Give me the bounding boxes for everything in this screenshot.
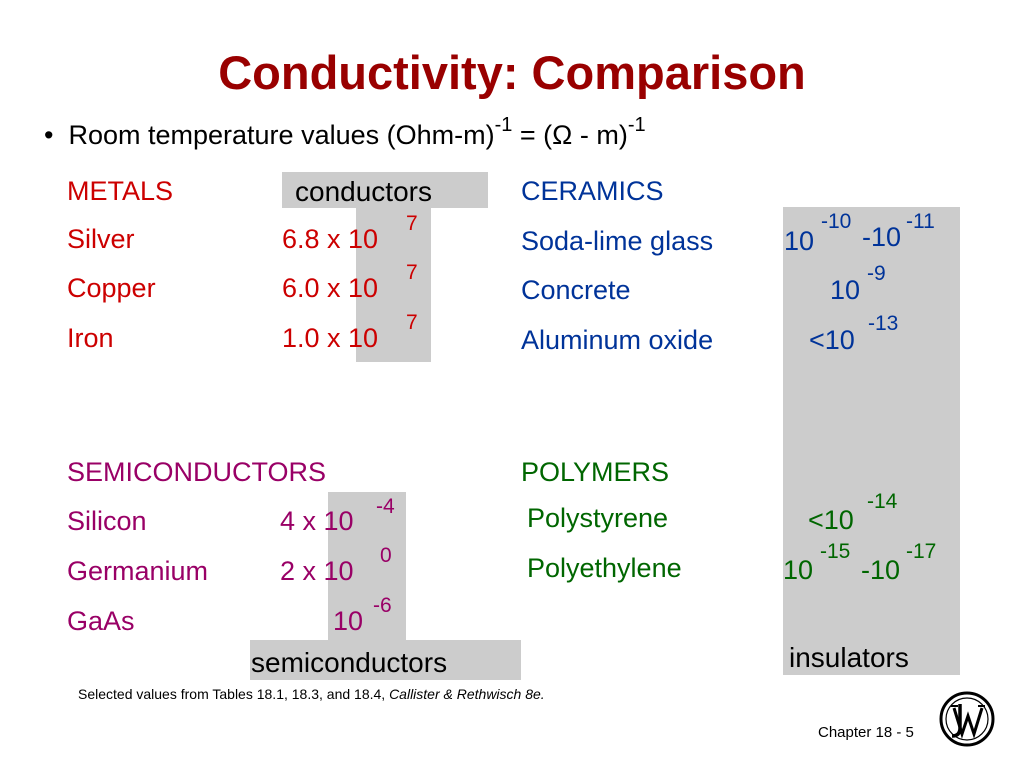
bullet-text-a: Room temperature values (Ohm-m) <box>68 120 495 150</box>
ceramic-name-glass: Soda-lime glass <box>521 226 714 256</box>
ceramic-v1-alumina: <10 <box>809 325 855 355</box>
metal-value-silver: 6.8 x 10 <box>282 224 379 254</box>
chapter-footer: Chapter 18 - 5 <box>818 724 914 741</box>
polymer-v1-polystyrene: <10 <box>808 505 854 535</box>
semi-value-germanium: 2 x 10 <box>280 556 354 586</box>
insulators-column <box>783 207 960 675</box>
metal-exp-silver: 7 <box>406 212 418 235</box>
metal-exp-copper: 7 <box>406 261 418 284</box>
ceramic-name-alumina: Aluminum oxide <box>521 325 714 355</box>
polymer-name-polystyrene: Polystyrene <box>527 503 669 533</box>
conductors-box <box>282 172 488 208</box>
ceramic-e1-alumina: -13 <box>868 312 899 335</box>
semi-exp-gaas: -6 <box>373 594 392 617</box>
semi-name-germanium: Germanium <box>67 556 209 586</box>
semiconductors-box <box>250 640 521 680</box>
semi-name-silicon: Silicon <box>67 506 147 536</box>
polymers-header: POLYMERS <box>521 457 670 487</box>
polymer-v2-polyethylene: -10 <box>861 555 901 585</box>
polymer-e1-polyethylene: -15 <box>820 540 851 563</box>
footnote-text: Selected values from Tables 18.1, 18.3, … <box>78 686 390 702</box>
polymer-e2-polyethylene: -17 <box>906 540 937 563</box>
ceramic-e1-glass: -10 <box>821 210 852 233</box>
metal-name-iron: Iron <box>67 323 114 353</box>
omega-symbol: Ω <box>552 120 573 150</box>
ceramic-v2-glass: -10 <box>862 222 902 252</box>
bullet-text-c: - m) <box>572 120 628 150</box>
ceramics-header: CERAMICS <box>521 176 664 206</box>
footnote-citation: Callister & Rethwisch 8e. <box>389 686 545 702</box>
semiconductors-header: SEMICONDUCTORS <box>67 457 327 487</box>
bullet-text-b: = ( <box>512 120 553 150</box>
polymer-name-polyethylene: Polyethylene <box>527 553 682 583</box>
metal-value-copper: 6.0 x 10 <box>282 273 379 303</box>
insulators-label: insulators <box>789 642 909 673</box>
ceramic-e1-concrete: -9 <box>867 262 886 285</box>
bullet-exp-b: -1 <box>627 114 646 136</box>
wiley-logo-icon <box>939 691 995 747</box>
bullet-marker: • <box>44 120 54 150</box>
polymer-v1-polyethylene: 10 <box>783 555 814 585</box>
conductors-column <box>356 208 431 362</box>
semi-exp-silicon: -4 <box>376 495 395 518</box>
semiconductors-label: semiconductors <box>251 647 448 678</box>
ceramic-v1-concrete: 10 <box>830 275 861 305</box>
slide-title: Conductivity: Comparison <box>218 46 806 99</box>
semiconductors-column <box>328 492 406 640</box>
footnote: Selected values from Tables 18.1, 18.3, … <box>78 686 545 702</box>
metal-name-copper: Copper <box>67 273 156 303</box>
semi-exp-germanium: 0 <box>380 544 392 567</box>
metal-name-silver: Silver <box>67 224 135 254</box>
polymer-e1-polystyrene: -14 <box>867 490 898 513</box>
ceramic-v1-glass: 10 <box>784 226 815 256</box>
bullet-line: • Room temperature values (Ohm-m)-1 = (Ω… <box>44 114 646 151</box>
metal-value-iron: 1.0 x 10 <box>282 323 379 353</box>
bullet-exp-a: -1 <box>494 114 513 136</box>
semi-value-silicon: 4 x 10 <box>280 506 354 536</box>
metal-exp-iron: 7 <box>406 311 418 334</box>
metals-header: METALS <box>67 176 174 206</box>
semi-name-gaas: GaAs <box>67 606 135 636</box>
ceramic-e2-glass: -11 <box>906 210 935 233</box>
ceramic-name-concrete: Concrete <box>521 275 631 305</box>
semi-value-gaas: 10 <box>333 606 364 636</box>
conductors-label: conductors <box>295 176 432 207</box>
